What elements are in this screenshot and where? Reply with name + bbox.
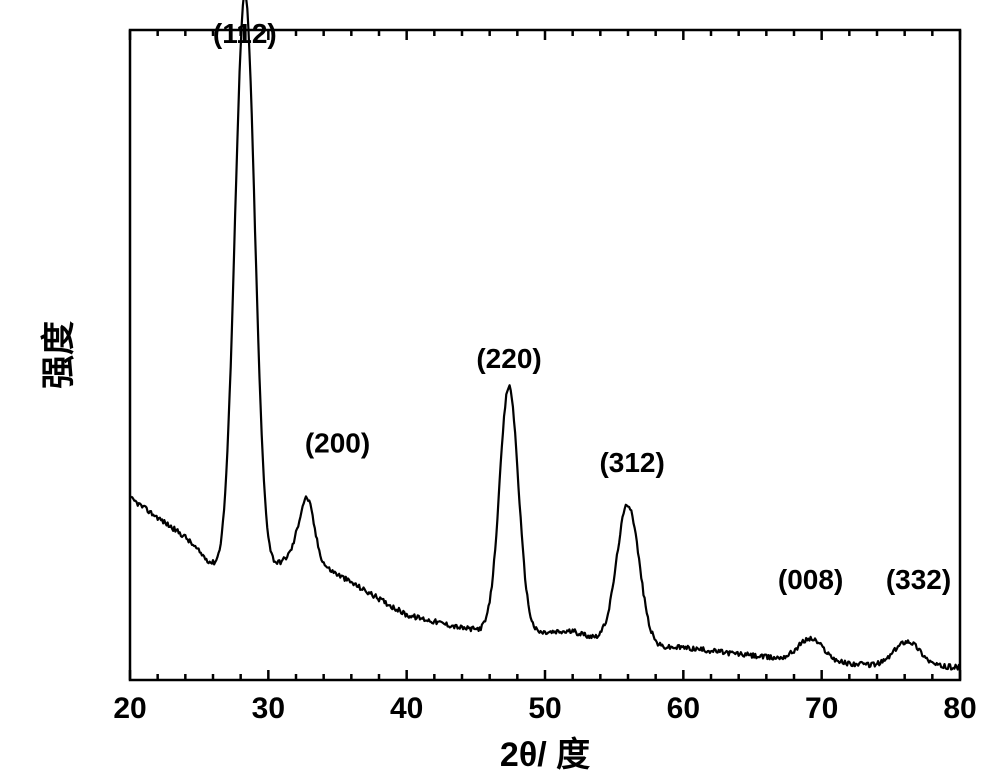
peak-label: (112) xyxy=(213,18,277,49)
xrd-chart: 20 30 40 50 60 70 80 2θ/ 度 强度 (112) (200) (220) (312… xyxy=(0,0,1000,782)
peak-label: (220) xyxy=(476,343,541,374)
peak-label: (200) xyxy=(305,428,370,459)
x-tick-label: 60 xyxy=(667,692,700,725)
peak-label: (312) xyxy=(599,447,664,478)
y-axis-label: 强度 xyxy=(40,321,78,389)
x-tick-label: 80 xyxy=(943,692,976,725)
x-tick-label: 50 xyxy=(528,692,561,725)
x-tick-label: 40 xyxy=(390,692,423,725)
peak-label: (008) xyxy=(778,564,843,595)
x-tick-label: 30 xyxy=(252,692,285,725)
chart-svg: 20 30 40 50 60 70 80 2θ/ 度 强度 (112) (200) (220) (312… xyxy=(0,0,1000,782)
peak-label: (332) xyxy=(886,564,951,595)
x-tick-label: 20 xyxy=(113,692,146,725)
x-axis-label: 2θ/ 度 xyxy=(500,736,590,774)
x-tick-label: 70 xyxy=(805,692,838,725)
